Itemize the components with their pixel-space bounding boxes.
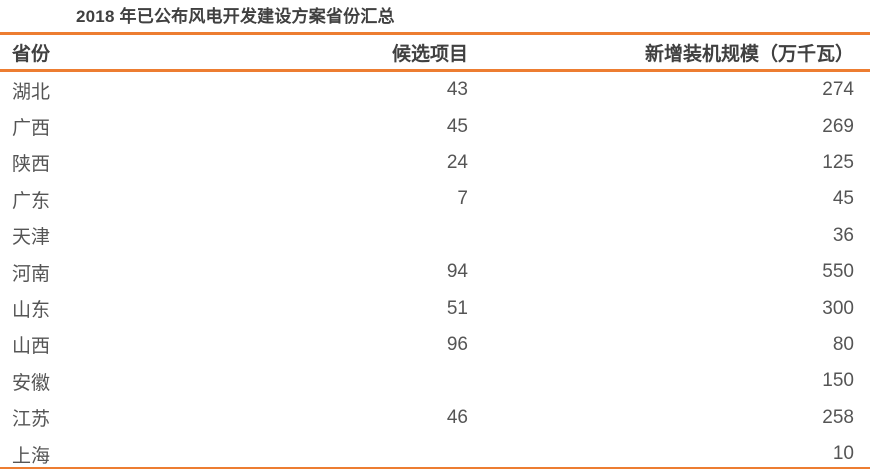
header-capacity: 新增装机规模（万千瓦）	[644, 43, 854, 65]
table-row: 江苏 46 258	[0, 400, 870, 436]
cell-province: 江苏	[12, 409, 51, 431]
cell-candidates: 24	[446, 151, 468, 173]
top-rule	[0, 32, 870, 35]
cell-capacity: 45	[832, 188, 854, 210]
cell-province: 天津	[12, 227, 51, 249]
cell-candidates: 43	[446, 79, 468, 101]
cell-capacity: 550	[822, 261, 854, 283]
cell-province: 陕西	[12, 154, 51, 176]
table-row: 天津 36	[0, 218, 870, 254]
table-row: 山西 96 80	[0, 327, 870, 363]
bottom-rule	[0, 467, 870, 469]
header-province: 省份	[12, 43, 51, 65]
cell-province: 山西	[12, 336, 51, 358]
cell-candidates: 51	[446, 297, 468, 319]
province-table: 省份 候选项目 新增装机规模（万千瓦） 湖北 43 274 广西 45 269 陕西 24 12…	[0, 32, 870, 472]
cell-capacity: 125	[822, 151, 854, 173]
cell-candidates: 96	[446, 333, 468, 355]
cell-capacity: 300	[822, 297, 854, 319]
cell-capacity: 10	[832, 443, 854, 465]
table-row: 上海 10	[0, 436, 870, 472]
cell-province: 湖北	[12, 81, 51, 103]
table-row: 陕西 24 125	[0, 145, 870, 181]
table-title: 2018 年已公布风电开发建设方案省份汇总	[76, 7, 395, 26]
cell-candidates: 94	[446, 261, 468, 283]
cell-candidates: 46	[446, 406, 468, 428]
cell-capacity: 80	[832, 333, 854, 355]
cell-province: 河南	[12, 263, 51, 285]
cell-capacity: 274	[822, 79, 854, 101]
cell-capacity: 36	[832, 224, 854, 246]
table-row: 山东 51 300	[0, 290, 870, 326]
cell-capacity: 258	[822, 406, 854, 428]
cell-capacity: 150	[822, 370, 854, 392]
cell-candidates: 7	[457, 188, 468, 210]
header-candidates: 候选项目	[391, 43, 468, 65]
table-row: 广东 7 45	[0, 181, 870, 217]
table-row: 湖北 43 274	[0, 72, 870, 108]
table-row: 安徽 150	[0, 363, 870, 399]
cell-province: 广西	[12, 118, 51, 140]
cell-candidates: 45	[446, 115, 468, 137]
header-rule	[0, 69, 870, 72]
table-header: 省份 候选项目 新增装机规模（万千瓦）	[0, 35, 870, 69]
table-body: 湖北 43 274 广西 45 269 陕西 24 125 广东 7 45 天津 36 河南 94 550 山东 5…	[0, 72, 870, 472]
table-row: 广西 45 269	[0, 108, 870, 144]
cell-province: 安徽	[12, 372, 51, 394]
cell-province: 山东	[12, 300, 51, 322]
cell-province: 广东	[12, 190, 51, 212]
cell-capacity: 269	[822, 115, 854, 137]
table-row: 河南 94 550	[0, 254, 870, 290]
cell-province: 上海	[12, 445, 51, 467]
